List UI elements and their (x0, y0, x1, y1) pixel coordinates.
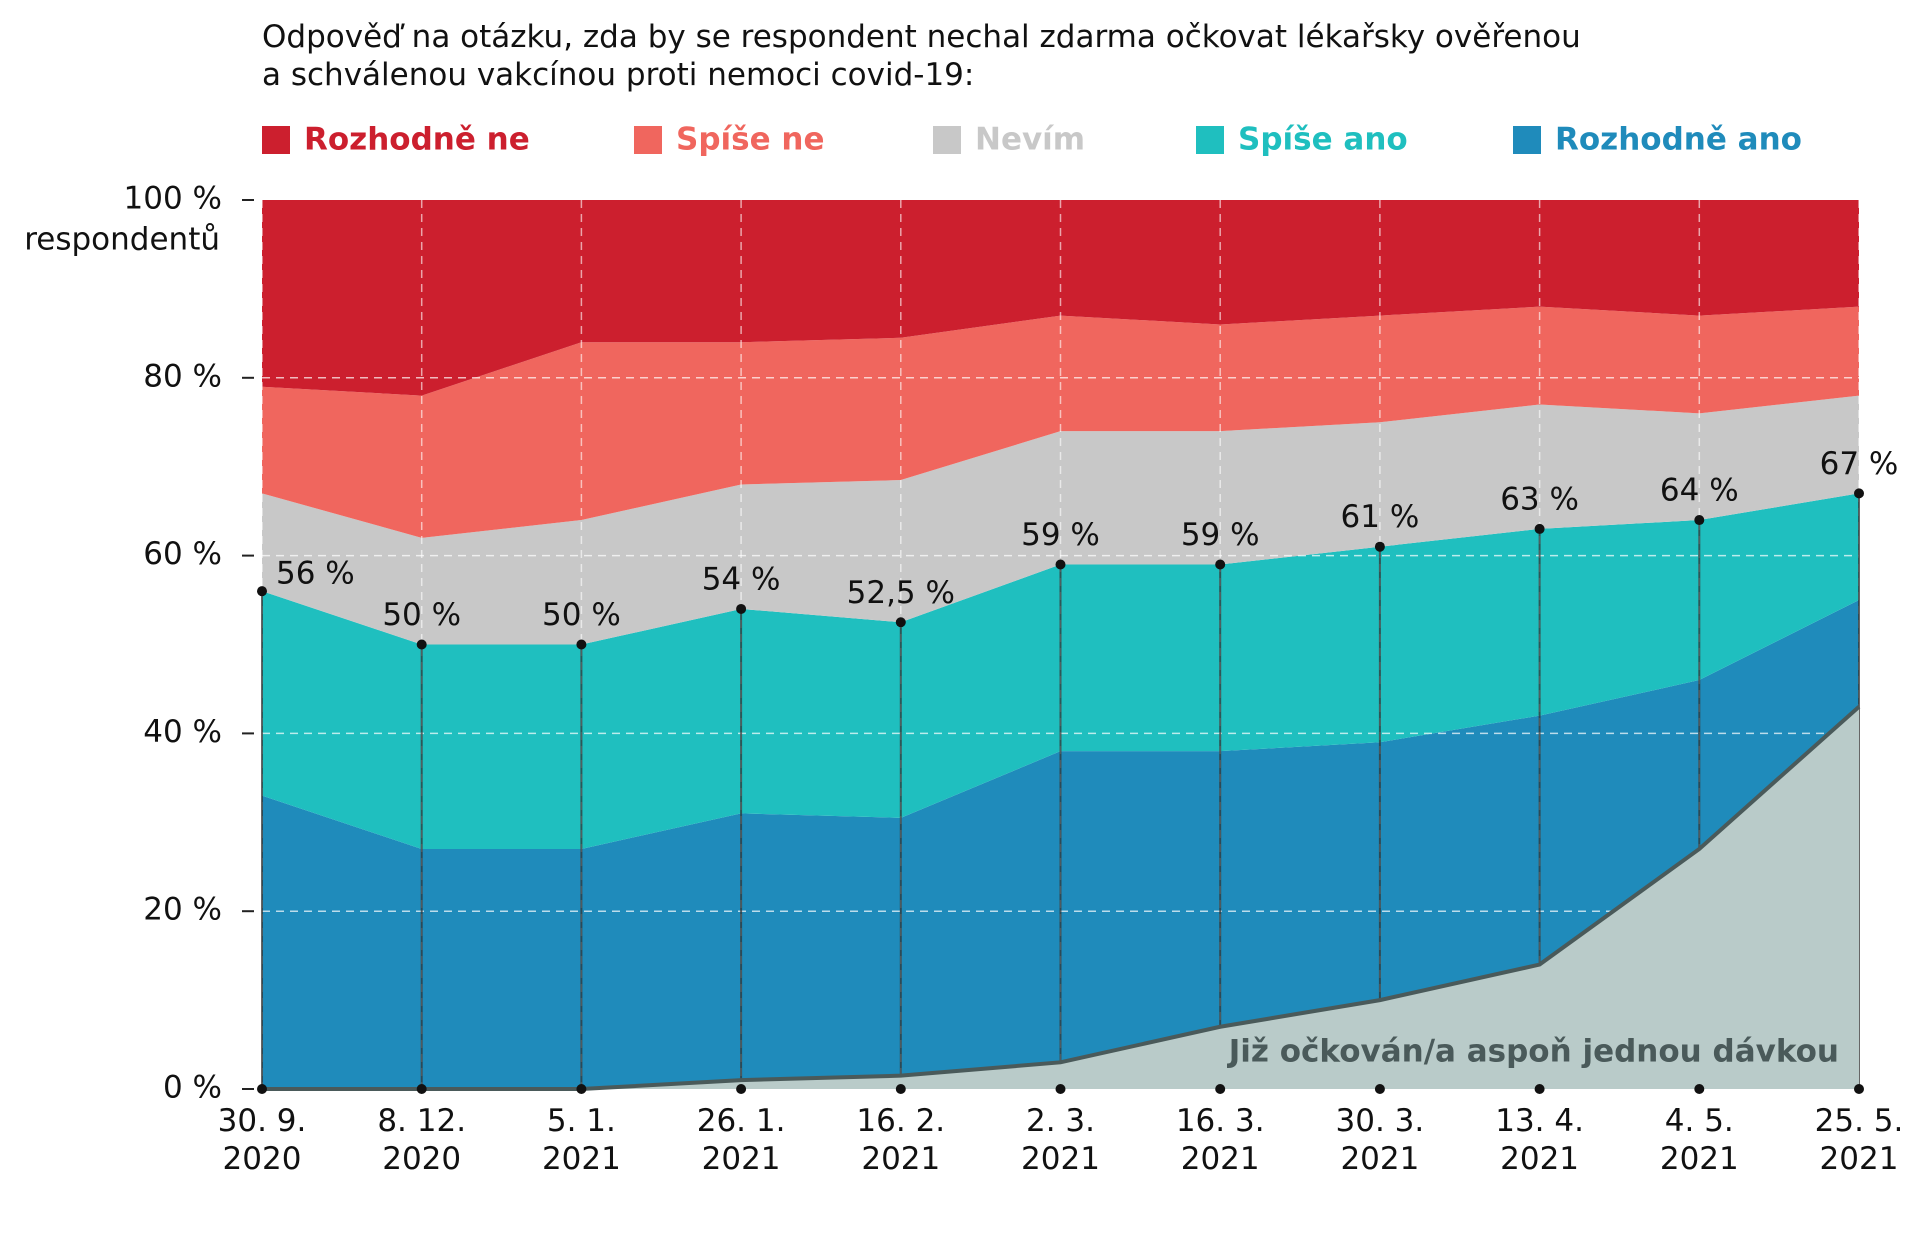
x-dot (576, 1084, 587, 1094)
x-dot (1374, 1084, 1385, 1094)
data-label: 64 % (1660, 473, 1739, 509)
area (262, 395, 1859, 645)
legend-swatch (933, 126, 961, 154)
x-tick-label: 5. 1. 2021 (541, 1103, 621, 1177)
total-dot (576, 639, 587, 650)
total-dot (257, 586, 267, 597)
vaccinated-area (262, 706, 1859, 1089)
legend-swatch (1196, 126, 1224, 154)
x-tick-label: 30. 9. 2020 (217, 1103, 307, 1177)
y-axis-label: respondentů (24, 222, 220, 258)
x-tick-label: 30. 3. 2021 (1335, 1103, 1425, 1177)
chart-title: Odpověď na otázku, zda by se respondent … (262, 19, 1581, 93)
total-dot (416, 639, 427, 650)
y-tick-label: 80 % (143, 358, 222, 394)
data-label: 56 % (276, 556, 355, 592)
legend-swatch (1513, 126, 1541, 154)
data-label: 67 % (1820, 446, 1899, 482)
x-dot (1854, 1084, 1864, 1094)
legend-label: Nevím (975, 122, 1085, 158)
legend-swatch (634, 126, 662, 154)
legend-label: Rozhodně ne (304, 122, 530, 158)
data-label: 50 % (382, 597, 461, 633)
total-dot (1854, 488, 1864, 499)
x-tick-label: 2. 3. 2021 (1021, 1103, 1100, 1177)
x-tick-label: 4. 5. 2021 (1659, 1103, 1739, 1177)
x-dot (1534, 1084, 1545, 1094)
x-dot (736, 1084, 747, 1094)
x-tick-label: 16. 3. 2021 (1175, 1103, 1265, 1177)
data-label: 63 % (1500, 481, 1579, 517)
vaccinated-line (262, 705, 1861, 1091)
x-dot (257, 1084, 267, 1094)
legend-swatch (262, 126, 290, 154)
x-dot (1055, 1084, 1066, 1094)
area (262, 200, 1859, 396)
x-tick-label: 13. 4. 2021 (1495, 1103, 1584, 1177)
total-dot (1055, 559, 1066, 570)
total-dot (1374, 541, 1385, 552)
legend-label: Spíše ano (1238, 122, 1408, 158)
data-label: 59 % (1181, 517, 1260, 553)
x-dot (1694, 1084, 1705, 1094)
total-dot (1694, 515, 1705, 526)
y-tick-label: 100 % (124, 181, 222, 217)
y-tick-label: 60 % (143, 536, 222, 572)
data-label: 50 % (542, 597, 621, 633)
total-dot (1215, 559, 1226, 570)
data-label: 54 % (702, 561, 781, 597)
y-tick-label: 40 % (143, 714, 222, 750)
x-tick-label: 26. 1. 2021 (696, 1103, 786, 1177)
x-tick-label: 8. 12. 2020 (377, 1103, 467, 1177)
y-tick-label: 0 % (163, 1070, 222, 1106)
total-dot (1534, 523, 1545, 534)
data-label: 52,5 % (847, 575, 955, 611)
x-dot (416, 1084, 427, 1094)
y-tick-label: 20 % (143, 892, 222, 928)
data-label: 59 % (1021, 517, 1100, 553)
total-dot (736, 603, 747, 614)
data-label: 61 % (1341, 499, 1420, 535)
x-tick-label: 25. 5. 2021 (1814, 1103, 1904, 1177)
legend-label: Spíše ne (676, 122, 825, 158)
x-dot (1215, 1084, 1226, 1094)
x-dot (895, 1084, 906, 1094)
annotation: Již očkován/a aspoň jednou dávkou (1227, 1034, 1839, 1070)
area (262, 306, 1859, 538)
x-tick-label: 16. 2. 2021 (856, 1103, 946, 1177)
legend-label: Rozhodně ano (1555, 122, 1802, 158)
total-dot (895, 617, 906, 628)
